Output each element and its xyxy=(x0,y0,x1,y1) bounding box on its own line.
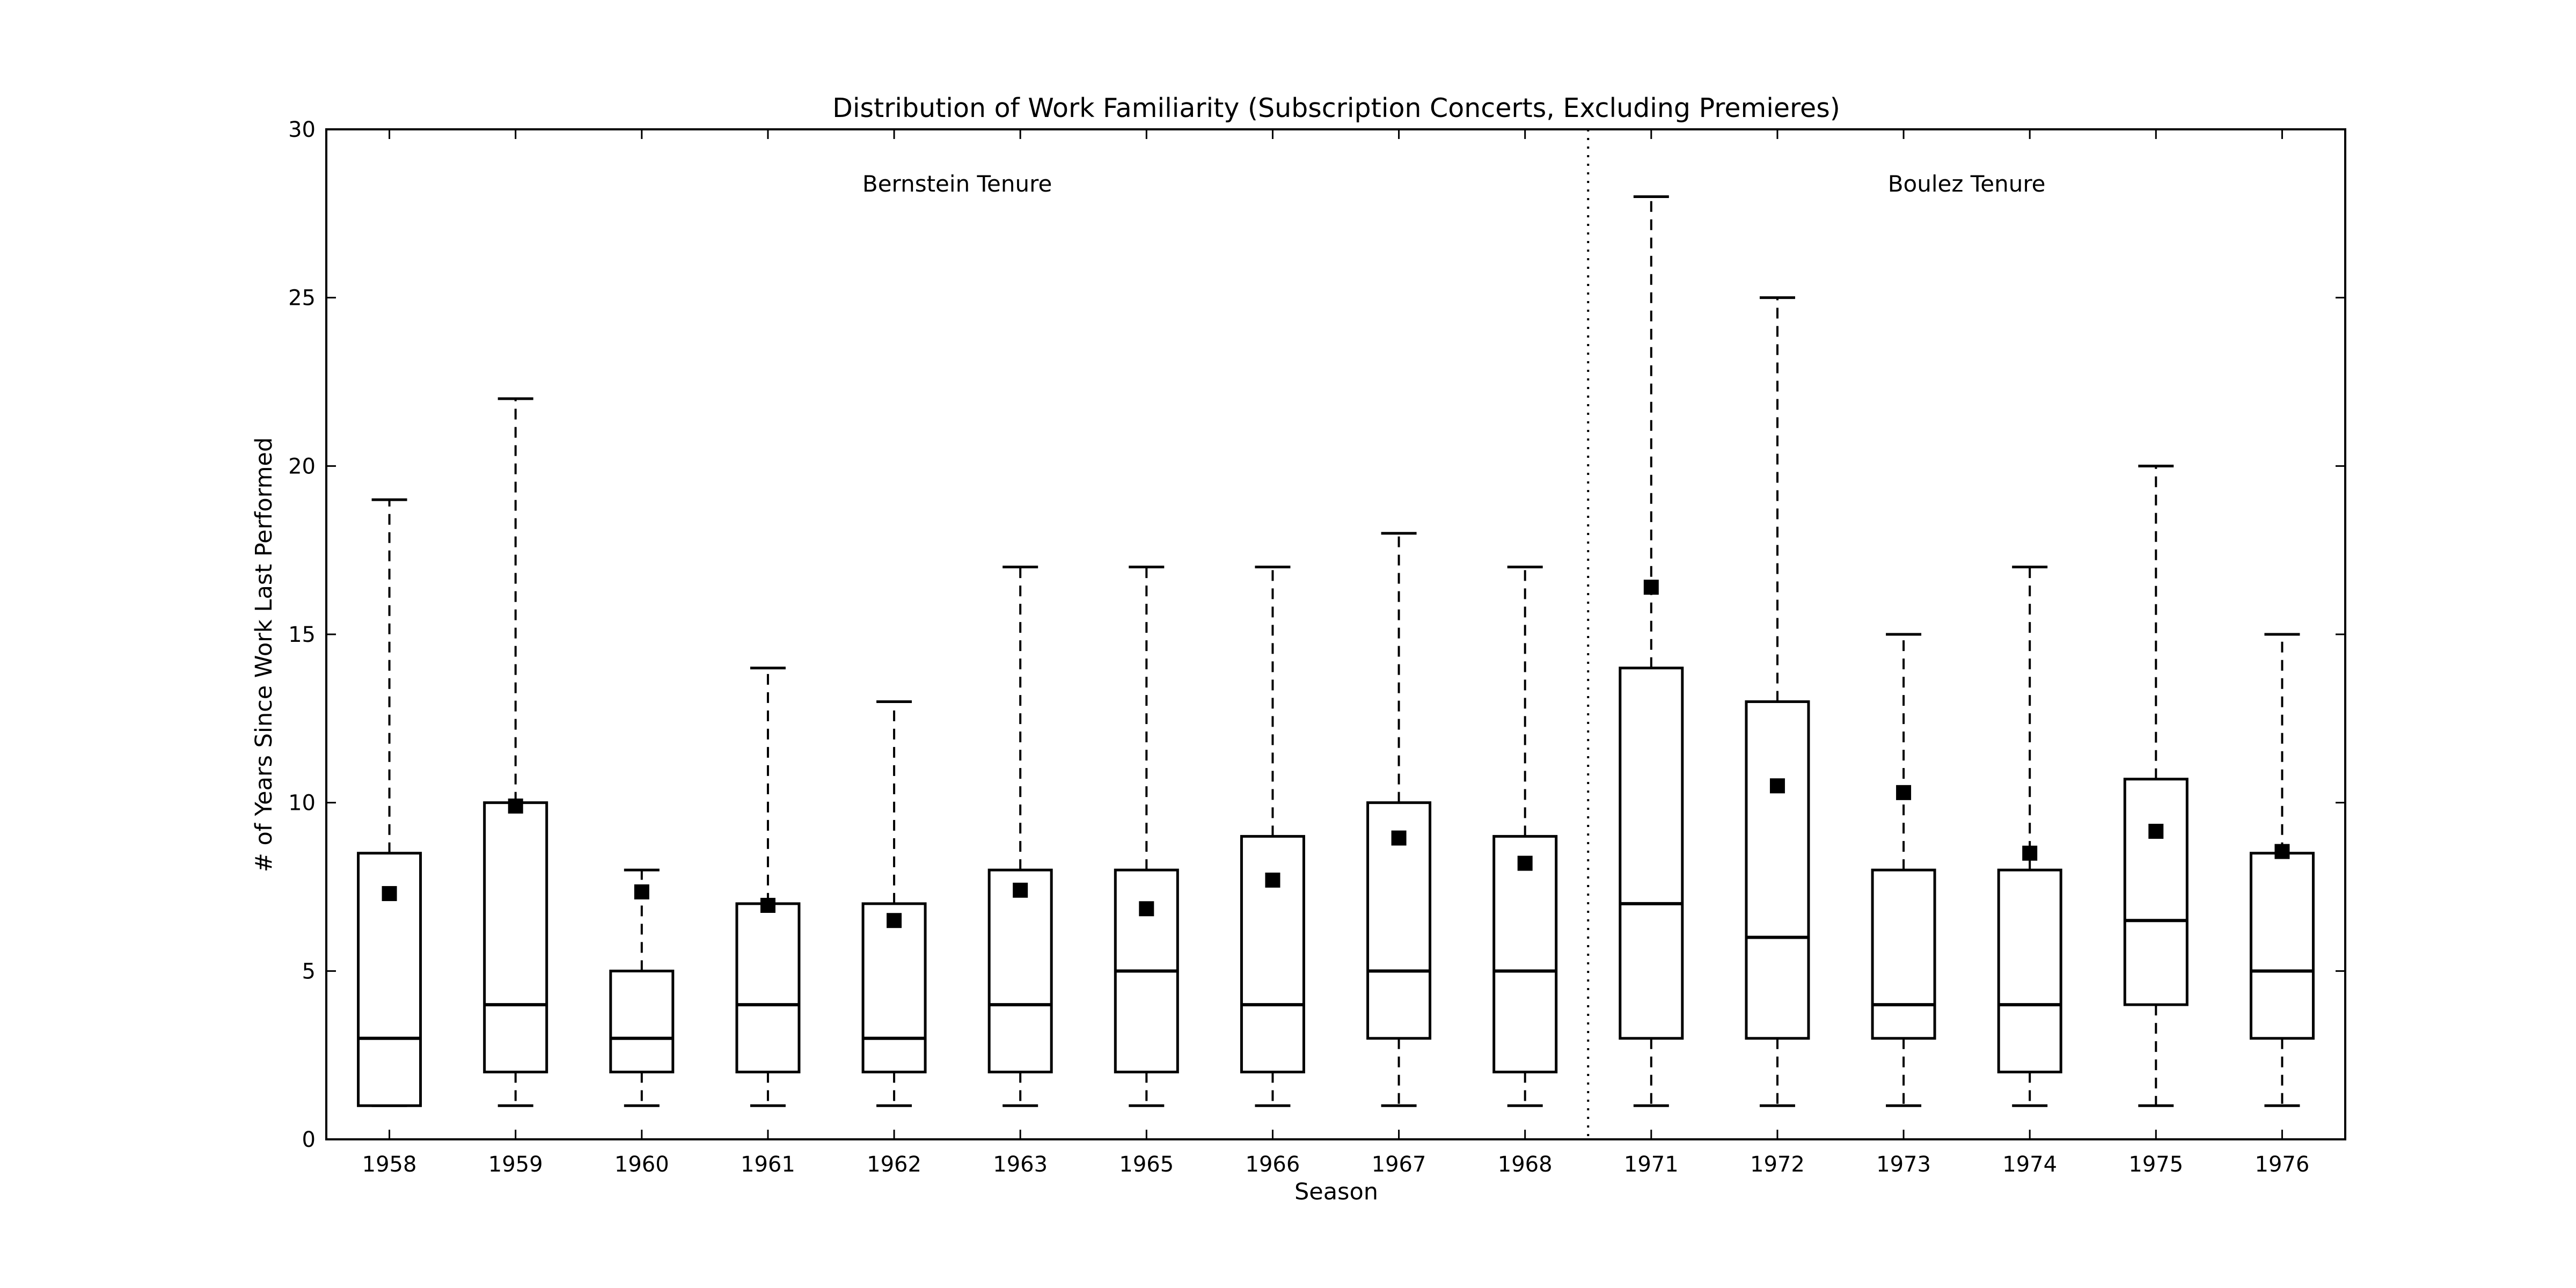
x-tick-label: 1976 xyxy=(2255,1152,2310,1177)
x-tick-label: 1971 xyxy=(1624,1152,1679,1177)
mean-marker xyxy=(2148,823,2164,839)
mean-marker xyxy=(1896,785,1912,800)
x-tick-label: 1973 xyxy=(1876,1152,1931,1177)
mean-marker xyxy=(634,884,649,899)
mean-marker xyxy=(1391,830,1407,846)
box-iqr xyxy=(735,902,801,1074)
plot-area: 0 5 10 15 20 25 30 1958 1959 1960 1961 1962 1963 1965… xyxy=(288,118,2346,1177)
mean-marker xyxy=(1643,580,1659,595)
x-tick-label: 1965 xyxy=(1119,1152,1174,1177)
x-axis-label: Season xyxy=(1294,1179,1378,1205)
x-tick-label: 1966 xyxy=(1246,1152,1300,1177)
x-tick-label: 1960 xyxy=(614,1152,669,1177)
x-tick-label: 1975 xyxy=(2128,1152,2183,1177)
box-iqr xyxy=(861,902,927,1074)
box-iqr xyxy=(2249,852,2315,1040)
box-iqr xyxy=(1871,868,1936,1040)
x-tick-label: 1962 xyxy=(867,1152,921,1177)
tenure-annotation: Boulez Tenure xyxy=(1888,171,2046,197)
mean-marker xyxy=(2274,844,2290,859)
box-iqr xyxy=(2123,778,2189,1006)
x-tick-label: 1967 xyxy=(1372,1152,1426,1177)
box-iqr xyxy=(1240,835,1305,1074)
y-tick-label: 15 xyxy=(288,623,316,647)
mean-marker xyxy=(1517,855,1533,871)
x-tick-label: 1968 xyxy=(1498,1152,1553,1177)
box-iqr xyxy=(1745,700,1810,1040)
x-tick-label: 1959 xyxy=(488,1152,543,1177)
y-axis-label: # of Years Since Work Last Performed xyxy=(251,437,277,873)
box-iqr xyxy=(1492,835,1558,1074)
x-tick-label: 1974 xyxy=(2002,1152,2057,1177)
box-iqr xyxy=(1997,868,2062,1074)
mean-marker xyxy=(1265,872,1280,888)
mean-marker xyxy=(1139,901,1154,917)
mean-marker xyxy=(1769,778,1785,794)
y-tick-label: 0 xyxy=(302,1128,316,1152)
box-iqr xyxy=(987,868,1053,1074)
x-tick-label: 1961 xyxy=(741,1152,795,1177)
box-iqr xyxy=(609,969,675,1074)
mean-marker xyxy=(760,898,775,913)
x-tick-label: 1963 xyxy=(993,1152,1048,1177)
chart-title: Distribution of Work Familiarity (Subscr… xyxy=(832,93,1840,123)
mean-marker xyxy=(2022,845,2038,861)
mean-marker xyxy=(887,913,902,928)
box-iqr xyxy=(1619,667,1684,1040)
y-tick-label: 5 xyxy=(302,959,316,984)
box-iqr xyxy=(1366,801,1432,1040)
box-iqr xyxy=(483,801,548,1074)
mean-marker xyxy=(508,798,523,814)
y-tick-label: 25 xyxy=(288,286,316,311)
y-tick-label: 20 xyxy=(288,454,316,479)
y-tick-label: 10 xyxy=(288,791,316,816)
mean-marker xyxy=(382,886,397,902)
tenure-annotation: Bernstein Tenure xyxy=(862,171,1052,197)
y-tick-label: 30 xyxy=(288,118,316,142)
mean-marker xyxy=(1013,882,1028,898)
x-tick-label: 1972 xyxy=(1750,1152,1805,1177)
x-tick-label: 1958 xyxy=(362,1152,417,1177)
